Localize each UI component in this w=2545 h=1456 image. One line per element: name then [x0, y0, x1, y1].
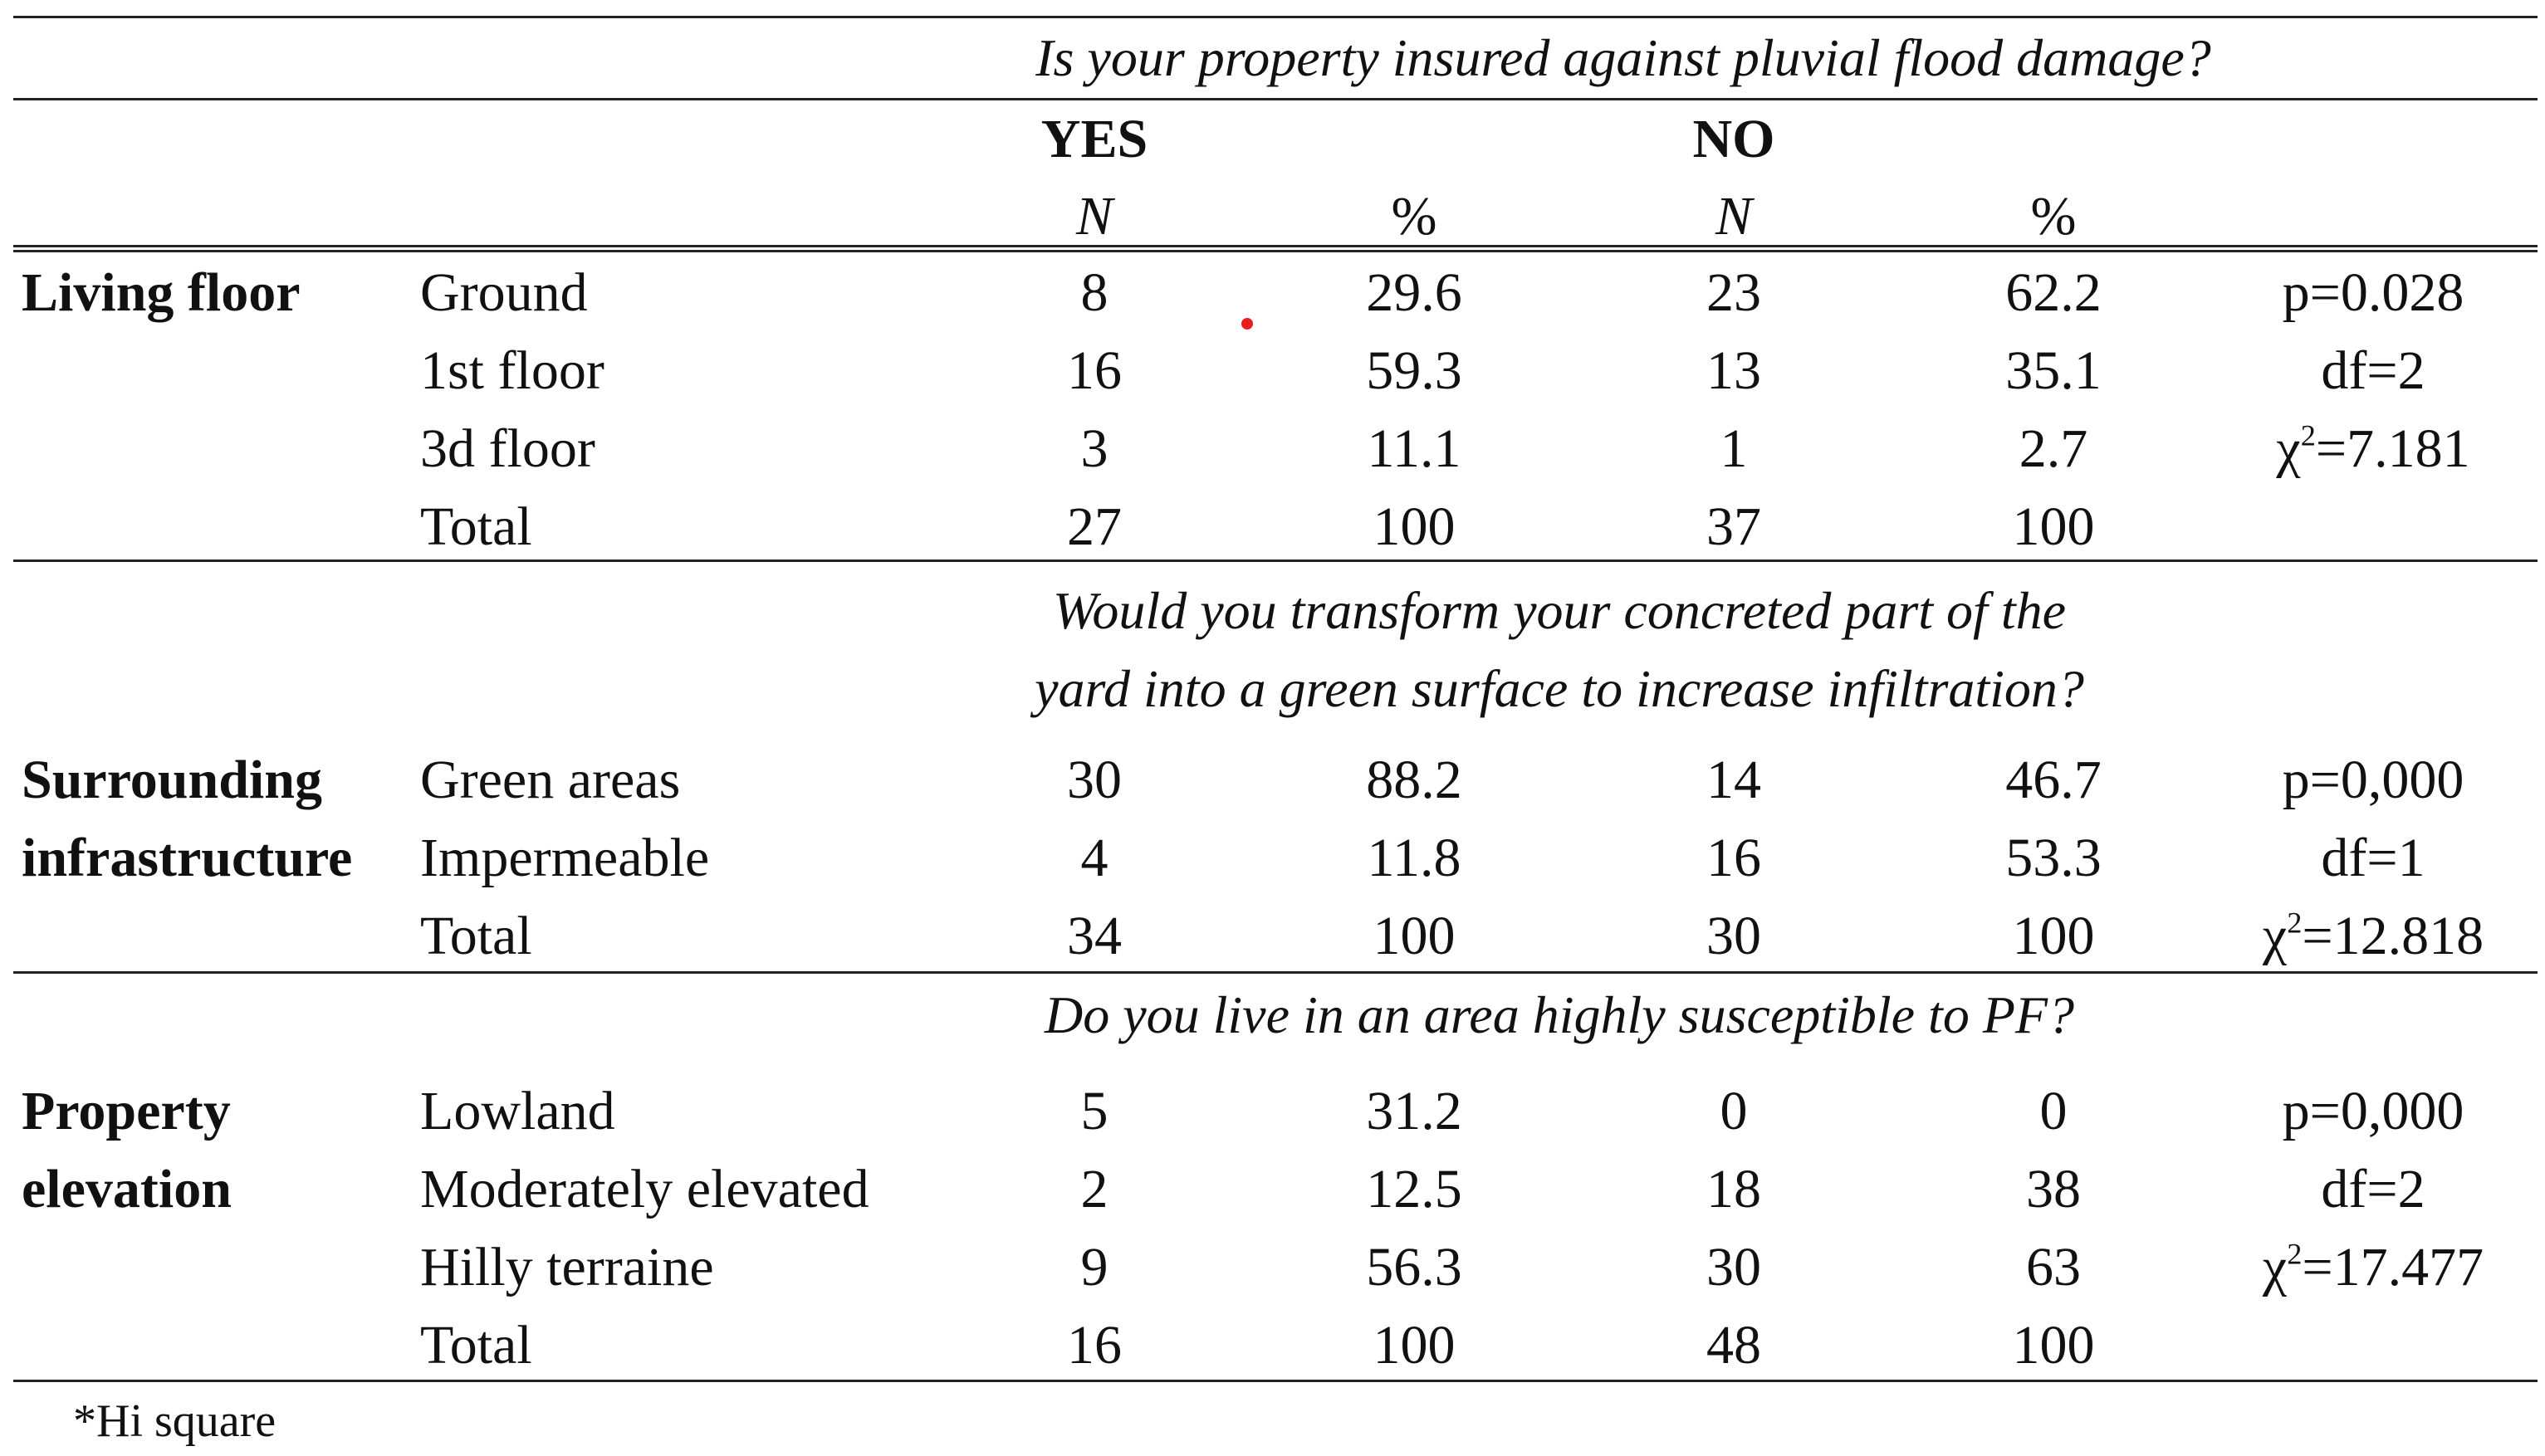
stat-cell: p=0,000: [2283, 1084, 2464, 1139]
no-pct-cell: 100: [2013, 909, 2095, 964]
yes-pct-cell: 11.1: [1367, 422, 1461, 476]
yes-pct-cell: 100: [1373, 1318, 1456, 1373]
stat-cell: df=1: [2321, 831, 2425, 886]
no-n-cell: 30: [1706, 909, 1761, 964]
no-pct-cell: 53.3: [2005, 831, 2102, 886]
no-pct-cell: 100: [2013, 1318, 2095, 1373]
chi-superscript: 2: [2301, 419, 2316, 452]
rule-header-bottom: [13, 245, 2538, 252]
row-label: Hilly terraine: [420, 1240, 714, 1295]
rule-bottom: [13, 1380, 2538, 1382]
yes-pct-cell: 56.3: [1366, 1240, 1462, 1295]
no-pct-cell: 46.7: [2005, 753, 2102, 808]
stat-chi-square: χ2=7.181: [2276, 422, 2469, 476]
header-yes: YES: [1041, 112, 1148, 167]
row-label: Moderately elevated: [420, 1162, 869, 1217]
yes-n-cell: 9: [1081, 1240, 1109, 1295]
yes-pct-cell: 100: [1373, 500, 1456, 555]
yes-n-cell: 5: [1081, 1084, 1109, 1139]
question-insured: Is your property insured against pluvial…: [1035, 32, 2211, 85]
footnote: *Hi square: [73, 1398, 276, 1444]
header-no: NO: [1693, 112, 1775, 167]
red-dot-marker: [1241, 318, 1253, 330]
yes-n-cell: 4: [1081, 831, 1109, 886]
header-no-pct: %: [2031, 189, 2077, 244]
chi-symbol: χ: [2263, 1237, 2287, 1297]
no-n-cell: 37: [1706, 500, 1761, 555]
stat-cell: df=2: [2321, 1162, 2425, 1217]
no-n-cell: 23: [1706, 266, 1761, 320]
yes-n-cell: 16: [1067, 344, 1122, 398]
no-pct-cell: 0: [2040, 1084, 2068, 1139]
no-n-cell: 0: [1720, 1084, 1748, 1139]
rule-section-2-end: [13, 971, 2538, 974]
row-label: Lowland: [420, 1084, 615, 1139]
no-n-cell: 30: [1706, 1240, 1761, 1295]
stat-chi-square: χ2=12.818: [2263, 909, 2484, 964]
question-green-surface-line1: Would you transform your concreted part …: [1053, 584, 2066, 638]
survey-table: Is your property insured against pluvial…: [0, 0, 2545, 1456]
section-label-living-floor: Living floor: [22, 266, 301, 320]
section-label-property: Property: [22, 1084, 231, 1139]
row-label: Ground: [420, 266, 588, 320]
no-n-cell: 14: [1706, 753, 1761, 808]
yes-n-cell: 27: [1067, 500, 1122, 555]
no-pct-cell: 35.1: [2005, 344, 2102, 398]
question-susceptible-area: Do you live in an area highly susceptibl…: [1045, 989, 2074, 1042]
yes-pct-cell: 59.3: [1366, 344, 1462, 398]
chi-symbol: χ: [2276, 418, 2300, 479]
stat-cell: p=0,000: [2283, 753, 2464, 808]
row-label: Total: [420, 909, 532, 964]
question-green-surface-line2: yard into a green surface to increase in…: [1035, 662, 2084, 716]
chi-superscript: 2: [2287, 906, 2302, 940]
no-pct-cell: 2.7: [2019, 422, 2088, 476]
yes-n-cell: 30: [1067, 753, 1122, 808]
rule-top: [13, 16, 2538, 18]
yes-n-cell: 16: [1067, 1318, 1122, 1373]
header-no-n: N: [1715, 189, 1752, 244]
row-label: 3d floor: [420, 422, 595, 476]
row-label: Impermeable: [420, 831, 709, 886]
row-label: Total: [420, 1318, 532, 1373]
section-label-infrastructure: infrastructure: [22, 831, 352, 886]
header-yes-n: N: [1076, 189, 1113, 244]
chi-symbol: χ: [2263, 906, 2287, 966]
rule-section-1-end: [13, 559, 2538, 562]
chi-superscript: 2: [2287, 1238, 2302, 1271]
no-n-cell: 13: [1706, 344, 1761, 398]
header-yes-pct: %: [1392, 189, 1437, 244]
yes-pct-cell: 11.8: [1367, 831, 1461, 886]
yes-n-cell: 8: [1081, 266, 1109, 320]
stat-chi-square: χ2=17.477: [2263, 1240, 2484, 1295]
no-pct-cell: 100: [2013, 500, 2095, 555]
yes-pct-cell: 31.2: [1366, 1084, 1462, 1139]
row-label: Green areas: [420, 753, 680, 808]
yes-pct-cell: 12.5: [1366, 1162, 1462, 1217]
no-n-cell: 1: [1720, 422, 1748, 476]
chi-value: =7.181: [2316, 418, 2470, 479]
no-pct-cell: 63: [2026, 1240, 2081, 1295]
yes-n-cell: 34: [1067, 909, 1122, 964]
no-pct-cell: 38: [2026, 1162, 2081, 1217]
section-label-surrounding: Surrounding: [22, 753, 322, 808]
yes-pct-cell: 88.2: [1366, 753, 1462, 808]
no-n-cell: 48: [1706, 1318, 1761, 1373]
stat-cell: df=2: [2321, 344, 2425, 398]
row-label: 1st floor: [420, 344, 604, 398]
chi-value: =12.818: [2302, 906, 2484, 966]
row-label: Total: [420, 500, 532, 555]
rule-below-question: [13, 98, 2538, 100]
stat-cell: p=0.028: [2283, 266, 2464, 320]
yes-pct-cell: 100: [1373, 909, 1456, 964]
section-label-elevation: elevation: [22, 1162, 232, 1217]
yes-n-cell: 2: [1081, 1162, 1109, 1217]
no-n-cell: 16: [1706, 831, 1761, 886]
yes-pct-cell: 29.6: [1366, 266, 1462, 320]
yes-n-cell: 3: [1081, 422, 1109, 476]
chi-value: =17.477: [2302, 1237, 2484, 1297]
no-n-cell: 18: [1706, 1162, 1761, 1217]
no-pct-cell: 62.2: [2005, 266, 2102, 320]
